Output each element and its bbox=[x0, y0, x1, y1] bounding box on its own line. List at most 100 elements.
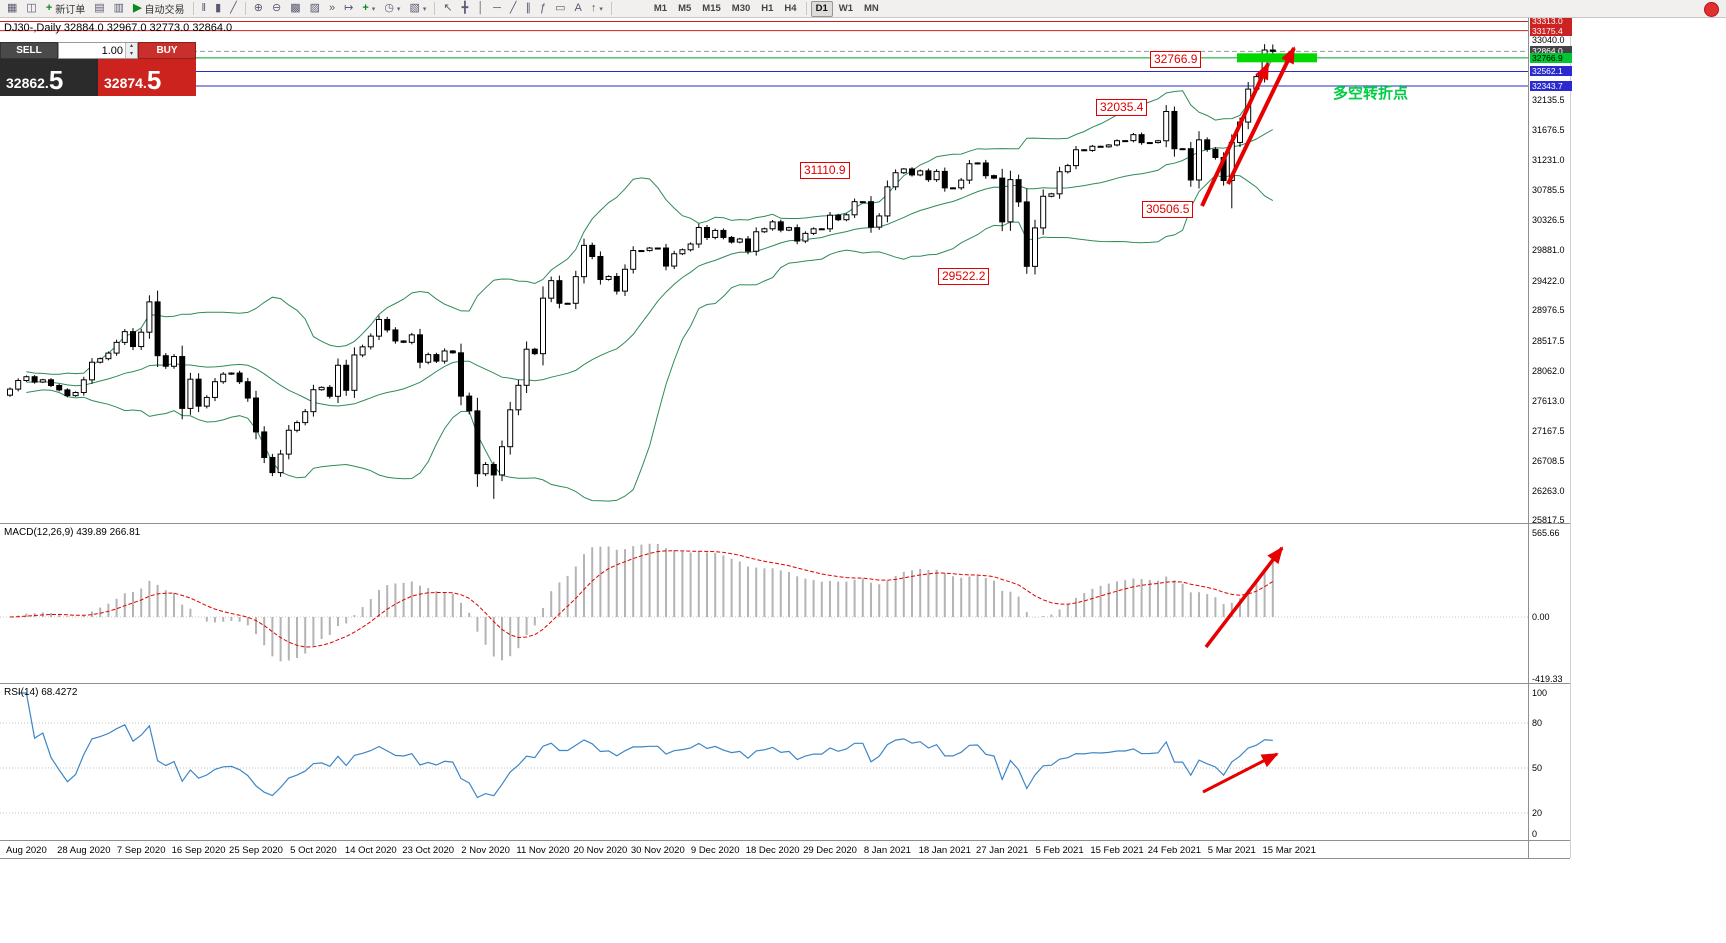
timeframe-button-m1[interactable]: M1 bbox=[653, 2, 668, 14]
trendline-icon[interactable]: ╱ bbox=[506, 0, 521, 17]
timeframe-button-m30[interactable]: M30 bbox=[731, 2, 751, 14]
time-axis-label: 8 Jan 2021 bbox=[863, 845, 911, 856]
auto-scroll-icon[interactable]: » bbox=[325, 0, 339, 17]
zoom-out-icon[interactable]: ⊖ bbox=[268, 0, 285, 17]
new-order-button[interactable]: + 新订单 bbox=[42, 0, 89, 17]
rsi-axis-tick: 100 bbox=[1532, 688, 1548, 698]
time-axis-label: 5 Mar 2021 bbox=[1207, 845, 1256, 856]
time-axis-label: 15 Mar 2021 bbox=[1262, 845, 1316, 856]
candlestick-series bbox=[7, 44, 1276, 499]
price-callout-label[interactable]: 30506.5 bbox=[1142, 201, 1194, 218]
text-icon[interactable]: A bbox=[571, 0, 586, 17]
green-highlight-bar[interactable] bbox=[1237, 53, 1317, 63]
indicators-icon[interactable]: + ▾ bbox=[358, 0, 379, 17]
time-axis-label: 2 Nov 2020 bbox=[461, 845, 510, 856]
chart-shift-icon[interactable]: ↦ bbox=[340, 0, 357, 17]
timeframe-button-m5[interactable]: M5 bbox=[678, 2, 692, 14]
price-level-marker: 32562.1 bbox=[1530, 66, 1572, 77]
macd-indicator-label: MACD(12,26,9) 439.89 266.81 bbox=[4, 527, 141, 538]
volume-value[interactable]: 1.00 bbox=[101, 44, 123, 57]
chevron-down-icon: ▾ bbox=[371, 5, 376, 13]
data-window-icon: ▥ bbox=[113, 2, 125, 14]
toolbar-separator bbox=[244, 2, 246, 15]
price-callout-label[interactable]: 29522.2 bbox=[938, 268, 990, 285]
autotrading-button[interactable]: ▶ 自动交易 bbox=[129, 0, 188, 17]
cascade-windows-icon[interactable]: ▨ bbox=[306, 0, 324, 17]
rsi-panel bbox=[0, 692, 1528, 814]
timeframe-button-w1[interactable]: W1 bbox=[838, 2, 853, 14]
trendline-icon: ╱ bbox=[509, 2, 517, 14]
chevron-down-icon: ▾ bbox=[422, 5, 427, 13]
time-axis-label: Aug 2020 bbox=[6, 845, 47, 856]
zoom-in-icon[interactable]: ⊕ bbox=[250, 0, 267, 17]
data-window-icon[interactable]: ▥ bbox=[110, 0, 128, 17]
price-callout-label[interactable]: 32035.4 bbox=[1096, 99, 1148, 116]
price-axis-tick: 26263.0 bbox=[1532, 485, 1565, 496]
price-callout-label[interactable]: 32766.9 bbox=[1150, 51, 1202, 68]
price-callout-label[interactable]: 31110.9 bbox=[800, 162, 850, 179]
volume-field[interactable]: 1.00 ▴ ▾ bbox=[58, 42, 138, 59]
time-axis-label: 18 Dec 2020 bbox=[745, 845, 800, 856]
line-chart-icon: ╱ bbox=[230, 2, 237, 14]
price-axis-tick: 27167.5 bbox=[1532, 425, 1565, 436]
bars-chart-icon: ‖ bbox=[201, 2, 207, 14]
notification-badge-icon[interactable] bbox=[1704, 2, 1719, 17]
equidistant-channel-icon[interactable]: ∥ bbox=[522, 0, 536, 17]
horizontal-line-icon: ─ bbox=[493, 2, 501, 14]
timeframe-button-group: M1 M5 M15 M30 H1 H4 D1 W1 MN bbox=[649, 0, 884, 17]
timeframe-button-h1[interactable]: H1 bbox=[761, 2, 774, 14]
buy-price-base: 32874. bbox=[104, 75, 147, 91]
crosshair-icon[interactable]: ╋ bbox=[458, 0, 473, 17]
price-axis-tick: 27613.0 bbox=[1532, 395, 1565, 406]
price-axis-tick: 33040.0 bbox=[1532, 34, 1565, 45]
timeframe-button-h4[interactable]: H4 bbox=[784, 2, 797, 14]
time-axis-label: 7 Sep 2020 bbox=[116, 845, 166, 856]
price-axis-tick: 30785.5 bbox=[1532, 184, 1565, 195]
timeframe-button-d1[interactable]: D1 bbox=[810, 0, 833, 17]
horizontal-line-icon[interactable]: ─ bbox=[489, 0, 505, 17]
volume-decrease-icon[interactable]: ▾ bbox=[126, 50, 137, 58]
time-axis-label: 15 Feb 2021 bbox=[1090, 845, 1144, 856]
volume-increase-icon[interactable]: ▴ bbox=[126, 43, 137, 51]
price-axis-tick: 25817.5 bbox=[1532, 515, 1565, 526]
crosshair-icon: ╋ bbox=[461, 2, 469, 14]
templates-icon[interactable]: ▧ ▾ bbox=[405, 0, 430, 17]
zoom-out-icon: ⊖ bbox=[271, 2, 282, 14]
sell-price-big-digit: 5 bbox=[48, 65, 64, 95]
sell-button[interactable]: SELL bbox=[0, 42, 58, 59]
toolbar-separator bbox=[434, 2, 436, 15]
buy-price-big-digit: 5 bbox=[146, 65, 162, 95]
tile-windows-icon: ▩ bbox=[290, 2, 301, 14]
periods-icon[interactable]: ◷ ▾ bbox=[380, 0, 404, 17]
line-chart-icon[interactable]: ╱ bbox=[226, 0, 241, 17]
text-icon: A bbox=[574, 2, 582, 14]
rsi-axis-tick: 80 bbox=[1532, 718, 1543, 728]
timeframe-button-mn[interactable]: MN bbox=[863, 2, 879, 14]
cursor-icon[interactable]: ↖ bbox=[439, 0, 456, 17]
trend-arrow-objects[interactable] bbox=[1200, 46, 1296, 794]
arrows-icon[interactable]: ↑ ▾ bbox=[587, 0, 607, 17]
timeframe-button-m15[interactable]: M15 bbox=[702, 2, 721, 14]
time-axis-label: 5 Feb 2021 bbox=[1035, 845, 1084, 856]
candles-chart-icon[interactable]: ▮ bbox=[211, 0, 225, 17]
chevron-down-icon: ▾ bbox=[396, 5, 401, 13]
sell-price-display[interactable]: 32862. 5 bbox=[0, 59, 98, 96]
toolbar-separator bbox=[192, 2, 194, 15]
bars-chart-icon[interactable]: ‖ bbox=[198, 0, 211, 17]
rsi-line bbox=[18, 692, 1273, 799]
time-axis-label: 9 Dec 2020 bbox=[690, 845, 740, 856]
market-watch-icon[interactable]: ▤ bbox=[90, 0, 108, 17]
vertical-line-icon[interactable]: │ bbox=[473, 0, 488, 17]
buy-button[interactable]: BUY bbox=[138, 42, 196, 59]
price-axis-tick: 30326.5 bbox=[1532, 215, 1565, 226]
macd-axis-tick: 0.00 bbox=[1532, 612, 1550, 622]
profiles-icon[interactable]: ◫ bbox=[22, 0, 40, 17]
fibonacci-icon[interactable]: ƒ bbox=[536, 0, 550, 17]
price-level-marker: 33175.4 bbox=[1530, 25, 1572, 36]
buy-price-display[interactable]: 32874. 5 bbox=[98, 59, 196, 96]
one-click-trading-panel: SELL 1.00 ▴ ▾ BUY 32862. 5 32874. 5 bbox=[0, 42, 196, 96]
shapes-icon[interactable]: ▭ bbox=[551, 0, 569, 17]
charts-grid-icon[interactable]: ▦ bbox=[3, 0, 21, 17]
tile-windows-icon[interactable]: ▩ bbox=[286, 0, 304, 17]
